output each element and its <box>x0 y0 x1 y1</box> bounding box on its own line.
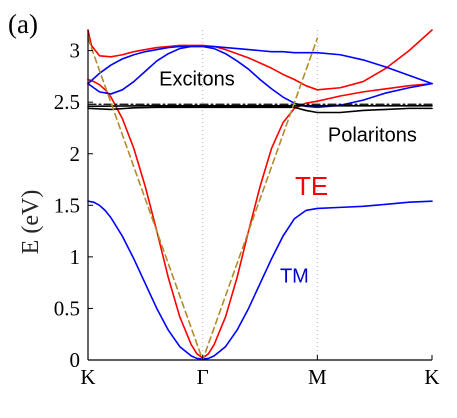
y-tick-label-4: 2 <box>70 142 81 166</box>
x-tick-label-2: M <box>308 365 327 389</box>
series-line-5 <box>87 45 433 85</box>
x-tick-label-3: K <box>424 365 439 389</box>
x-tick-label-1: Γ <box>197 365 209 389</box>
series-line-1 <box>316 82 433 102</box>
y-tick-label-0: 0 <box>70 348 81 372</box>
y-tick-label-1: 0.5 <box>54 296 80 320</box>
series-line-7 <box>87 106 433 114</box>
annotation-2: TE <box>295 171 328 201</box>
y-tick-label-5: 2.5 <box>54 90 80 114</box>
annotation-1: Polaritons <box>328 124 417 146</box>
y-tick-label-3: 1.5 <box>54 193 80 217</box>
y-axis-label: E (eV) <box>18 190 44 255</box>
series-line-2 <box>316 29 433 91</box>
x-tick-label-0: K <box>80 365 95 389</box>
annotation-3: TM <box>280 266 309 288</box>
series-layer <box>87 29 433 361</box>
series-line-3 <box>87 29 319 91</box>
series-line-6 <box>87 45 433 109</box>
axes-layer: 0 0.5 1 1.5 2 2.5 3 K Γ M K <box>54 30 440 389</box>
y-tick-label-6: 3 <box>70 39 81 63</box>
annotation-0: Excitons <box>159 69 235 91</box>
series-line-4 <box>87 200 433 360</box>
y-tick-label-2: 1 <box>70 245 81 269</box>
series-line-8 <box>87 105 433 108</box>
panel-label: (a) <box>8 9 38 39</box>
annotation-layer: Excitons Polaritons TE TM <box>159 69 417 288</box>
series-line-0 <box>87 78 319 359</box>
